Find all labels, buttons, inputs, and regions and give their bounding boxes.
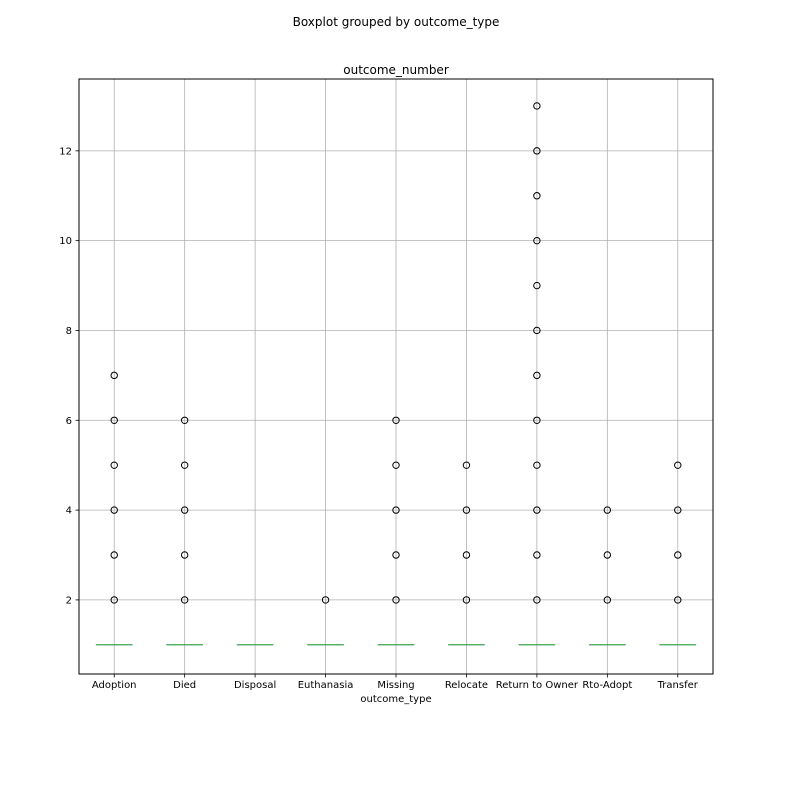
outlier-point xyxy=(180,416,189,424)
y-tick-label: 10 xyxy=(59,236,72,247)
outlier-point xyxy=(533,461,541,469)
y-tick-label: 12 xyxy=(59,146,72,157)
outlier-point xyxy=(392,596,400,604)
outlier-point xyxy=(180,506,189,514)
outlier-point xyxy=(533,102,541,110)
y-tick-label: 8 xyxy=(66,326,72,337)
outlier-point xyxy=(462,461,471,469)
x-tick-label: Missing xyxy=(377,680,414,691)
x-tick-label: Died xyxy=(173,680,196,691)
outlier-point xyxy=(110,416,118,424)
outlier-point xyxy=(674,551,682,559)
x-tick-label: Relocate xyxy=(445,680,488,691)
outlier-point xyxy=(462,551,471,559)
outlier-point xyxy=(603,506,612,514)
x-tick-label: Rto-Adopt xyxy=(582,680,632,691)
chart-title: outcome_number xyxy=(343,63,449,77)
outlier-point xyxy=(110,461,118,469)
outlier-series xyxy=(110,102,682,604)
outlier-point xyxy=(533,506,541,514)
outlier-point xyxy=(533,236,541,245)
figure-suptitle: Boxplot grouped by outcome_type xyxy=(293,15,500,29)
outlier-point xyxy=(392,506,400,514)
outlier-point xyxy=(110,551,118,559)
outlier-point xyxy=(674,596,682,604)
outlier-point xyxy=(533,416,541,424)
outlier-point xyxy=(392,551,400,559)
outlier-point xyxy=(110,506,118,514)
outlier-point xyxy=(674,506,682,514)
outlier-point xyxy=(462,596,471,604)
outlier-point xyxy=(392,461,400,469)
x-tick-label: Transfer xyxy=(657,680,699,691)
outlier-point xyxy=(533,551,541,559)
y-tick-label: 4 xyxy=(66,506,72,517)
outlier-point xyxy=(180,461,189,469)
outlier-point xyxy=(110,596,118,604)
grid-lines xyxy=(79,79,713,674)
outlier-point xyxy=(533,371,541,380)
outlier-point xyxy=(180,596,189,604)
outlier-point xyxy=(392,416,400,424)
x-axis-label: outcome_type xyxy=(360,694,431,705)
outlier-point xyxy=(180,551,189,559)
x-tick-label: Return to Owner xyxy=(496,680,579,691)
x-tick-label: Disposal xyxy=(234,680,276,691)
x-axis-ticks: Adoption Died Disposal Euthanasia Missing Rel… xyxy=(92,674,699,691)
outlier-point xyxy=(462,506,471,514)
outlier-point xyxy=(603,596,612,604)
outlier-point xyxy=(321,596,330,604)
outlier-point xyxy=(533,281,541,290)
y-tick-label: 6 xyxy=(66,416,72,427)
outlier-point xyxy=(533,147,541,155)
x-tick-label: Euthanasia xyxy=(298,680,354,691)
outlier-point xyxy=(533,596,541,604)
outlier-point xyxy=(603,551,612,559)
x-tick-label: Adoption xyxy=(92,680,137,691)
outlier-point xyxy=(533,326,541,335)
outlier-point xyxy=(110,371,118,380)
outlier-point xyxy=(533,192,541,200)
y-tick-label: 2 xyxy=(66,595,72,606)
y-axis-ticks: 2 4 6 8 10 12 xyxy=(59,146,79,606)
outlier-point xyxy=(674,461,682,469)
